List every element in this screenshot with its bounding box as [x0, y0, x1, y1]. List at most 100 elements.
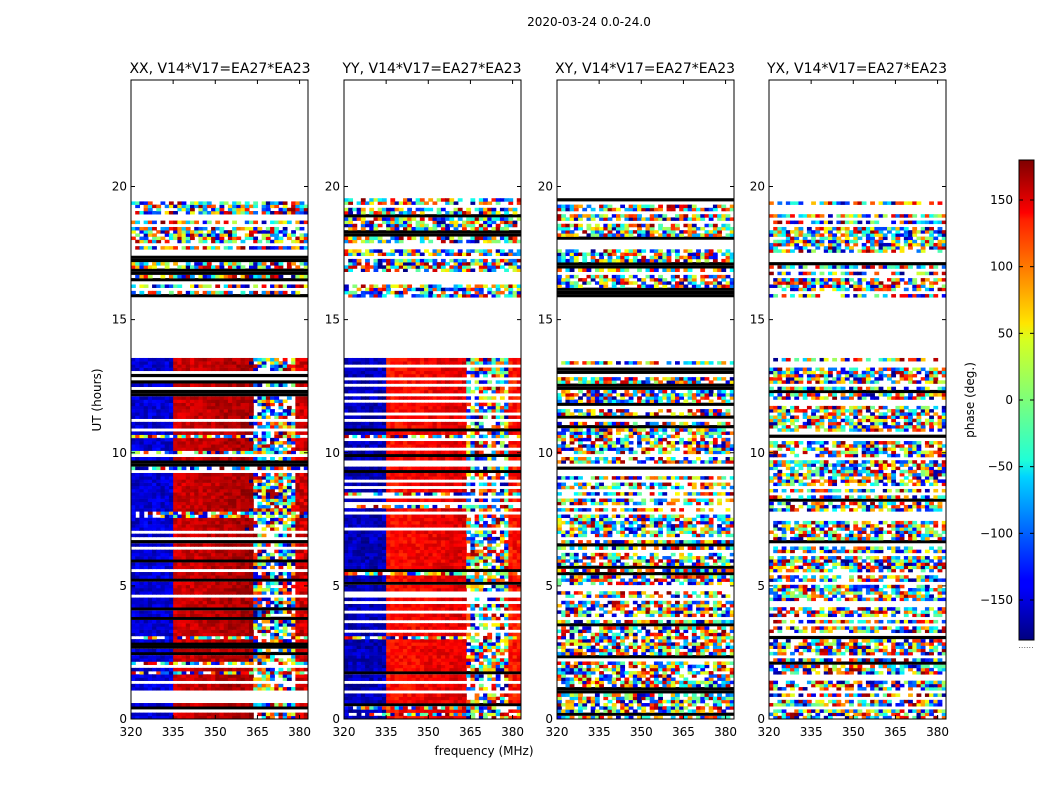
phase-cell: [487, 674, 493, 678]
phase-cell: [282, 584, 288, 589]
phase-cell: [135, 715, 141, 719]
phase-cell: [173, 236, 178, 241]
phase-cell: [436, 613, 442, 618]
phase-cell: [249, 667, 254, 672]
phase-cell: [386, 626, 391, 630]
phase-cell: [453, 667, 459, 672]
phase-cell: [227, 671, 233, 675]
phase-cell: [278, 648, 284, 653]
phase-cell: [131, 485, 136, 490]
phase-cell: [173, 492, 178, 496]
phase-cell: [181, 488, 187, 493]
phase-cell: [173, 405, 178, 410]
phase-cell: [253, 239, 259, 244]
phase-cell: [261, 527, 267, 531]
phase-cell: [147, 524, 153, 528]
phase-cell: [244, 274, 250, 279]
phase-cell: [232, 479, 237, 483]
phase-cell: [173, 361, 178, 365]
phase-cell: [291, 201, 296, 205]
phase-cell: [181, 444, 187, 448]
phase-cell: [411, 623, 417, 627]
phase-heatmap: [344, 80, 521, 719]
phase-cell: [194, 230, 200, 234]
phase-cell: [462, 667, 467, 672]
phase-cell: [164, 204, 170, 209]
phase-cell: [462, 712, 467, 717]
phase-cell: [415, 709, 421, 713]
phase-cell: [270, 204, 275, 209]
phase-cell: [270, 364, 275, 368]
phase-cell: [143, 437, 149, 442]
phase-cell: [143, 575, 149, 579]
phase-cell: [244, 383, 250, 388]
phase-cell: [512, 661, 518, 665]
phase-cell: [449, 613, 455, 618]
phase-cell: [352, 699, 358, 704]
phase-cell: [462, 648, 467, 653]
phase-cell: [257, 556, 263, 560]
phase-cell: [403, 651, 408, 656]
phase-cell: [377, 616, 383, 621]
phase-cell: [198, 201, 204, 205]
phase-cell: [177, 683, 183, 688]
phase-cell: [164, 476, 170, 480]
phase-cell: [299, 239, 305, 244]
phase-cell: [156, 284, 162, 288]
phase-cell: [194, 626, 200, 630]
phase-cell: [299, 619, 305, 624]
phase-cell: [394, 651, 400, 656]
phase-cell: [215, 575, 221, 579]
phase-cell: [407, 667, 413, 672]
phase-cell: [415, 597, 421, 602]
phase-cell: [286, 575, 292, 579]
phase-cell: [198, 239, 204, 244]
phase-cell: [135, 476, 141, 480]
phase-cell: [295, 591, 301, 595]
phase-cell: [211, 488, 216, 493]
phase-cell: [198, 635, 204, 640]
phase-cell: [232, 603, 237, 608]
phase-cell: [211, 677, 216, 681]
phase-cell: [512, 696, 518, 701]
phase-cell: [436, 677, 442, 681]
phase-cell: [156, 517, 162, 522]
phase-cell: [190, 632, 195, 637]
phase-cell: [365, 565, 370, 570]
phase-cell: [303, 409, 308, 413]
phase-cell: [190, 517, 195, 522]
phase-cell: [299, 479, 305, 483]
phase-cell: [504, 584, 509, 589]
phase-cell: [147, 648, 153, 653]
phase-cell: [360, 709, 366, 713]
phase-cell: [474, 706, 480, 710]
phase-cell: [411, 603, 417, 608]
phase-cell: [152, 501, 157, 506]
phase-cell: [470, 648, 476, 653]
phase-cell: [274, 447, 280, 451]
phase-cell: [211, 619, 216, 624]
phase-cell: [164, 610, 170, 614]
phase-cell: [164, 632, 170, 637]
phase-cell: [227, 687, 233, 691]
flag-stripe: [131, 607, 308, 611]
phase-cell: [436, 674, 442, 678]
phase-cell: [249, 632, 254, 637]
phase-cell: [249, 584, 254, 589]
phase-cell: [373, 572, 379, 576]
phase-cell: [270, 610, 275, 614]
phase-cell: [295, 629, 301, 634]
phase-cell: [291, 421, 296, 426]
phase-cell: [244, 412, 250, 416]
phase-cell: [177, 619, 183, 624]
phase-cell: [457, 639, 463, 643]
phase-cell: [143, 712, 149, 717]
phase-cell: [152, 674, 157, 678]
phase-cell: [147, 603, 153, 608]
phase-cell: [470, 655, 476, 659]
phase-cell: [369, 687, 375, 691]
phase-cell: [282, 361, 288, 365]
phase-cell: [240, 412, 246, 416]
phase-cell: [194, 591, 200, 595]
phase-cell: [303, 472, 308, 477]
